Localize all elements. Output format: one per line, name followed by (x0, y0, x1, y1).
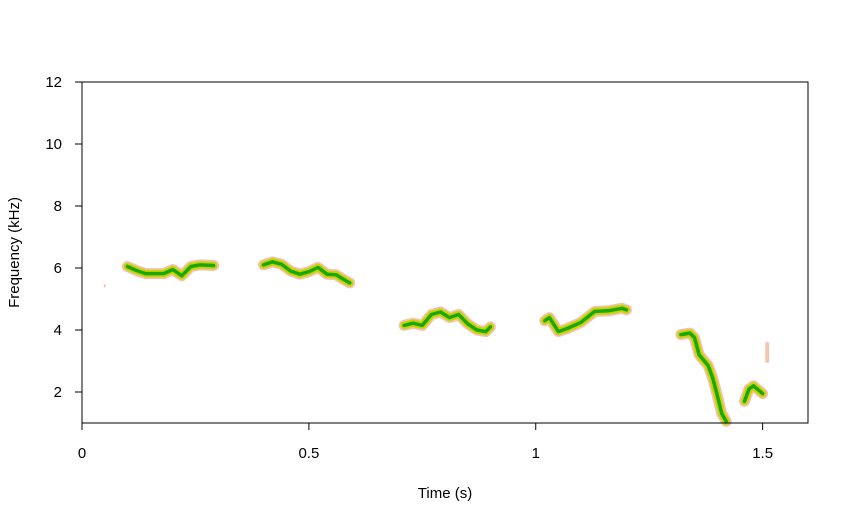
trace-layer (103, 256, 770, 427)
x-axis: 0 0.5 1 1.5 (78, 423, 773, 462)
trace-core (742, 384, 765, 404)
y-tick-label: 8 (54, 198, 62, 215)
trace-segment-1 (121, 259, 220, 282)
x-tick-label: 1.5 (752, 445, 773, 462)
trace-core (679, 331, 729, 424)
trace-segment-4 (539, 302, 632, 338)
plot-frame (81, 81, 809, 424)
x-tick-label: 1 (532, 445, 540, 462)
trace-segment-3 (398, 306, 496, 338)
trace-segment-5 (675, 327, 732, 427)
trace-segment-6 (739, 380, 769, 407)
trace-core (402, 310, 493, 334)
trace-core (125, 263, 216, 278)
y-tick-label: 10 (45, 136, 62, 153)
x-tick-label: 0.5 (298, 445, 319, 462)
y-tick-label: 12 (45, 74, 62, 91)
trace-segment-2 (258, 256, 356, 289)
y-tick-label: 4 (54, 322, 62, 339)
trace-core (261, 260, 352, 285)
x-tick-label: 0 (78, 445, 86, 462)
trace-core (543, 306, 629, 334)
y-axis: 2 4 6 8 10 12 (45, 74, 82, 401)
y-tick-label: 6 (54, 260, 62, 277)
y-tick-label: 2 (54, 384, 62, 401)
y-axis-title: Frequency (kHz) (6, 197, 23, 308)
x-axis-title: Time (s) (418, 485, 472, 502)
